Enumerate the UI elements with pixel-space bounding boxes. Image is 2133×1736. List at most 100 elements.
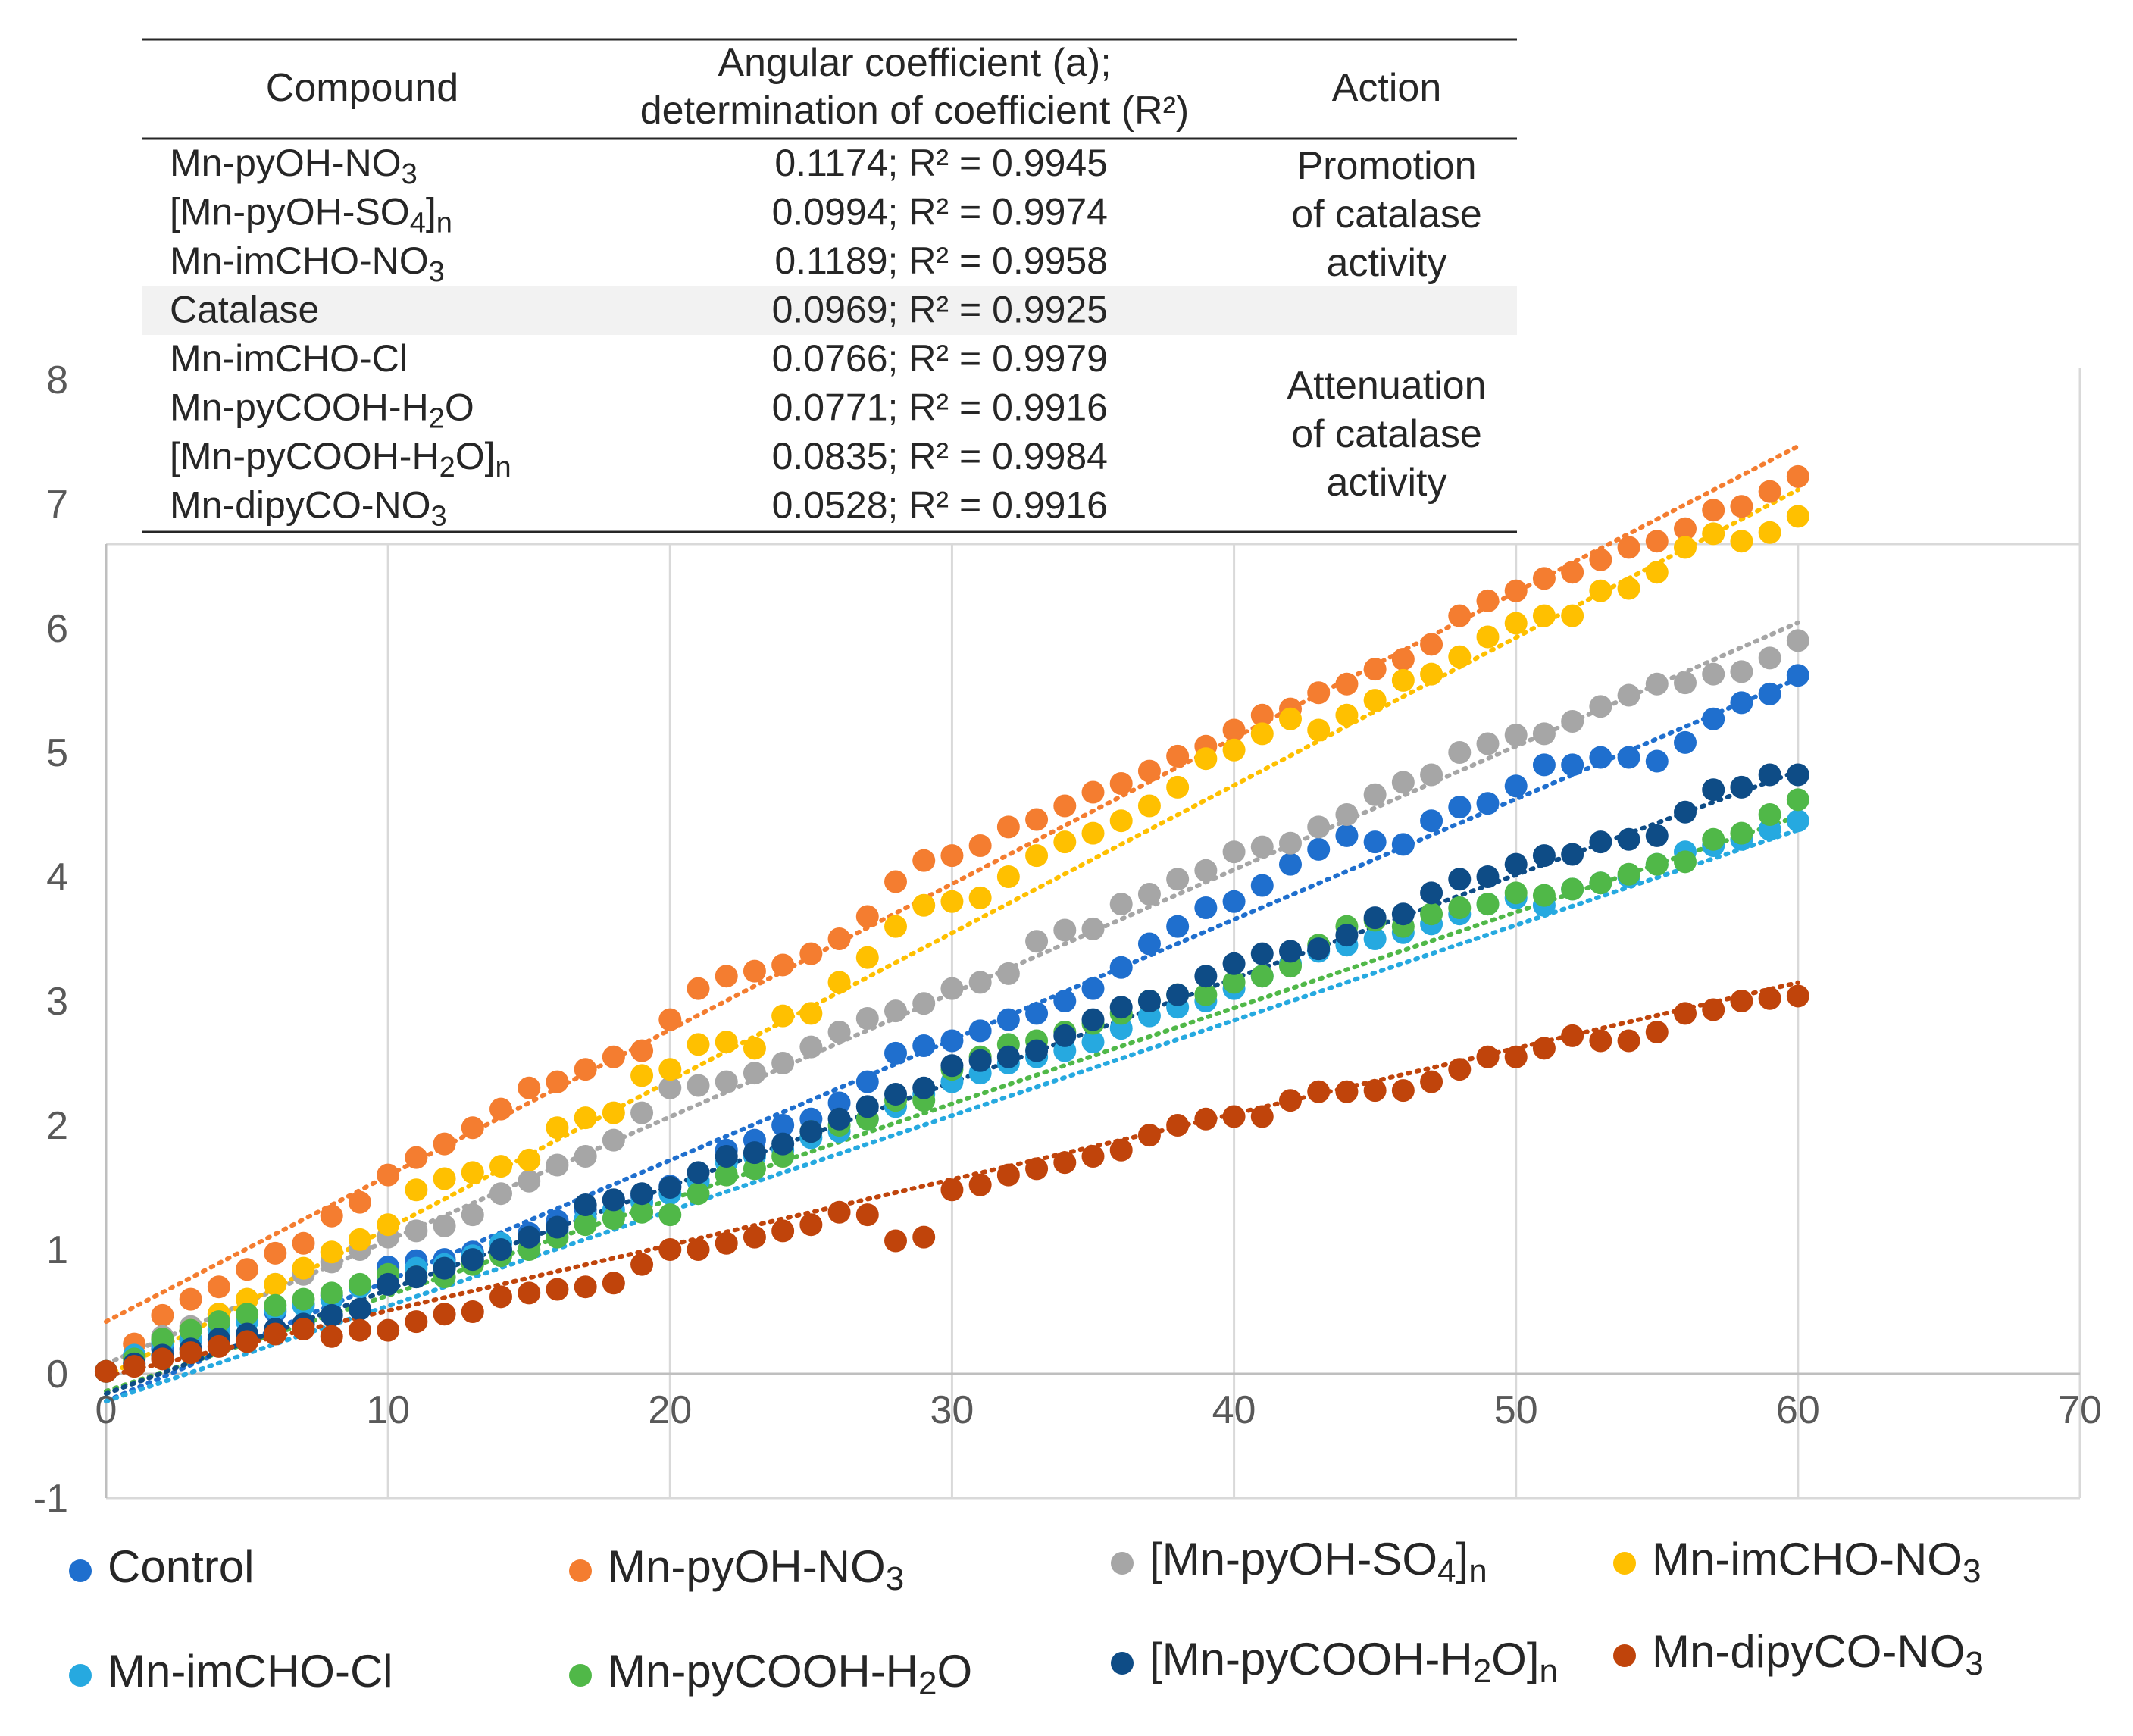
point-mn-pyoh-so4-n-25 [799,1035,823,1059]
point-mn-pyoh-no3-30 [940,844,964,868]
point-mn-pycooh-h2o-n-12 [433,1256,456,1280]
x-tick-50: 50 [1494,1388,1538,1432]
point-mn-pyoh-no3-41 [1250,703,1274,727]
point-mn-imcho-no3-44 [1335,703,1359,727]
point-control-28 [884,1041,907,1065]
point-mn-pycooh-h2o-6 [264,1293,287,1317]
point-mn-dipyco-no3-58 [1730,990,1753,1012]
point-mn-pyoh-so4-n-39 [1194,859,1218,882]
point-mn-imcho-no3-43 [1307,718,1331,742]
point-mn-pycooh-h2o-n-19 [630,1182,654,1206]
point-mn-pycooh-h2o-n-24 [771,1132,795,1156]
point-mn-imcho-no3-46 [1391,668,1415,692]
y-tick-6: 6 [46,607,68,651]
point-mn-pycooh-h2o-n-53 [1589,830,1612,854]
point-mn-pyoh-no3-54 [1617,536,1640,559]
legend-marker-mn-imcho-cl [69,1664,92,1687]
point-mn-pycooh-h2o-47 [1420,902,1443,926]
point-mn-imcho-no3-13 [461,1161,484,1184]
point-control-52 [1561,753,1584,777]
table-compound-mn-imcho-cl: Mn-imCHO-Cl [170,337,408,380]
table-compound-mn-imcho-no3: Mn-imCHO-NO3​ [170,239,445,288]
point-mn-pycooh-h2o-n-21 [687,1161,710,1184]
point-control-45 [1363,830,1387,854]
point-mn-pyoh-so4-n-42 [1279,831,1302,855]
point-mn-pycooh-h2o-n-16 [546,1215,569,1239]
point-control-46 [1391,833,1415,856]
point-mn-imcho-no3-23 [743,1037,766,1060]
point-mn-pycooh-h2o-57 [1702,827,1725,851]
point-control-50 [1504,774,1528,798]
point-mn-dipyco-no3-27 [855,1203,879,1227]
point-mn-pyoh-no3-27 [855,905,879,928]
point-control-43 [1307,837,1331,861]
point-mn-pyoh-so4-n-20 [658,1076,682,1099]
y-tick-0: 0 [46,1353,68,1397]
point-control-58 [1730,691,1753,715]
point-mn-imcho-no3-16 [546,1116,569,1140]
point-mn-pycooh-h2o-19 [630,1200,654,1224]
point-mn-pycooh-h2o-n-31 [968,1049,992,1072]
table-value-mn-pyoh-no3: 0.1174; R² = 0.9945 [774,142,1108,184]
point-mn-dipyco-no3-54 [1617,1029,1640,1053]
point-mn-imcho-no3-41 [1250,722,1274,746]
table-value-mn-pyoh-so4-n: 0.0994; R² = 0.9974 [772,191,1108,233]
point-mn-dipyco-no3-37 [1137,1124,1161,1147]
point-mn-pyoh-no3-28 [884,870,907,893]
legend-marker-mn-imcho-no3 [1613,1552,1636,1575]
point-control-27 [855,1070,879,1093]
point-mn-pyoh-no3-18 [602,1045,625,1068]
point-mn-pycooh-h2o-3 [179,1318,202,1342]
point-mn-dipyco-no3-44 [1335,1080,1359,1103]
x-tick-60: 60 [1776,1388,1820,1432]
point-mn-pycooh-h2o-n-41 [1250,942,1274,965]
point-control-49 [1476,792,1500,815]
point-mn-pyoh-so4-n-33 [1025,930,1049,953]
point-control-54 [1617,746,1640,769]
point-mn-dipyco-no3-31 [968,1173,992,1196]
point-mn-pycooh-h2o-54 [1617,862,1640,886]
point-mn-pyoh-so4-n-28 [884,999,907,1023]
point-mn-pycooh-h2o-22 [715,1163,738,1187]
point-mn-dipyco-no3-47 [1420,1070,1443,1093]
point-mn-imcho-no3-19 [630,1064,654,1087]
point-mn-pyoh-so4-n-32 [996,962,1020,985]
table-value-mn-imcho-cl: 0.0766; R² = 0.9979 [772,337,1108,380]
point-control-56 [1674,730,1697,754]
point-mn-pycooh-h2o-n-48 [1448,868,1472,891]
x-tick-0: 0 [95,1388,117,1432]
point-mn-pycooh-h2o-39 [1194,983,1218,1006]
point-mn-pycooh-h2o-50 [1504,881,1528,905]
point-mn-pycooh-h2o-n-38 [1166,983,1190,1006]
point-mn-pycooh-h2o-20 [658,1203,682,1227]
point-mn-pyoh-so4-n-40 [1222,840,1246,864]
point-mn-dipyco-no3-43 [1307,1080,1331,1103]
point-mn-pyoh-so4-n-41 [1250,835,1274,859]
point-mn-pyoh-so4-n-53 [1589,695,1612,718]
point-mn-imcho-no3-53 [1589,579,1612,602]
point-mn-pyoh-no3-57 [1702,499,1725,522]
point-mn-pyoh-no3-17 [574,1058,597,1081]
point-mn-dipyco-no3-19 [630,1253,654,1276]
point-mn-dipyco-no3-2 [151,1347,174,1371]
point-mn-pycooh-h2o-n-18 [602,1188,625,1212]
point-mn-pyoh-no3-22 [715,965,738,988]
point-mn-imcho-no3-52 [1561,604,1584,627]
table-compound-mn-dipyco-no3: Mn-dipyCO-NO3​ [170,484,447,533]
point-mn-pycooh-h2o-n-10 [377,1272,400,1296]
point-mn-pyoh-no3-16 [546,1070,569,1093]
point-mn-imcho-no3-60 [1786,505,1809,528]
point-mn-pyoh-no3-51 [1532,567,1556,590]
point-mn-pycooh-h2o-40 [1222,971,1246,994]
series-mn-pycooh-h2o-n [95,763,1809,1383]
point-control-47 [1420,809,1443,833]
table-compound-mn-pycooh-h2o: Mn-pyCOOH-H2​O [170,386,474,435]
point-mn-pycooh-h2o-n-8 [320,1303,343,1327]
legend: Control Mn-pyOH-NO3​ [Mn-pyOH-SO4​]n​ Mn-im… [69,1534,1984,1702]
point-mn-pycooh-h2o-n-26 [827,1107,851,1131]
point-control-55 [1645,749,1669,773]
action-promotion-line-1: Promotion [1297,144,1477,188]
point-mn-dipyco-no3-6 [264,1322,287,1346]
point-mn-dipyco-no3-13 [461,1300,484,1323]
point-mn-pyoh-so4-n-52 [1561,710,1584,733]
